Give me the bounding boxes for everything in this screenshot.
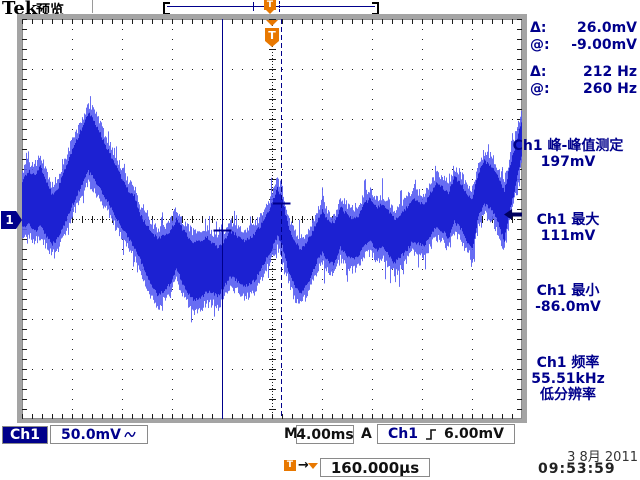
trigger-level-value: 6.00mV [444, 426, 504, 442]
date-label: 3 8月 2011 [567, 450, 638, 465]
measurement-min: Ch1 最小 -86.0mV [496, 283, 640, 315]
waveform-core-layer [22, 112, 522, 302]
cursor-at-voltage: -9.00mV [571, 37, 637, 53]
trigger-level-arrow [504, 209, 522, 220]
trigger-position-icon: T [284, 460, 296, 471]
acquisition-label: A [361, 426, 372, 442]
at-icon: @: [530, 81, 550, 97]
measurement-value: 55.51kHz [531, 371, 605, 387]
time-label: 09:53:59 [538, 461, 616, 477]
cursor-delta-voltage-row: Δ: 26.0mV [530, 20, 637, 37]
measurement-value: 111mV [540, 228, 596, 244]
graticule: T [22, 19, 522, 419]
delta-icon: Δ: [530, 64, 547, 80]
record-bar-cursor1-tick [253, 2, 254, 11]
measurement-title: Ch1 频率 [536, 355, 600, 371]
measurement-title: Ch1 峰-峰值测定 [512, 138, 624, 154]
measurement-note: 低分辨率 [540, 387, 596, 403]
cursor-delta-voltage: 26.0mV [577, 20, 637, 36]
measurement-pk2pk: Ch1 峰-峰值测定 197mV [496, 138, 640, 170]
at-icon: @: [530, 37, 550, 53]
ch1-scale-value: 50.0mV [61, 426, 121, 443]
cursor-delta-frequency-row: Δ: 212 Hz [530, 64, 637, 81]
trigger-position-icon: T [264, 0, 276, 14]
ch1-ground-marker: 1 [1, 211, 22, 229]
timebase-readout: 4.00ms [296, 425, 354, 444]
ac-coupling-icon [124, 431, 136, 438]
trigger-position-flag: T [265, 20, 279, 47]
header-divider [92, 0, 93, 13]
ch1-channel-badge: Ch1 [2, 426, 48, 444]
measurement-frequency: Ch1 频率 55.51kHz 低分辨率 [496, 355, 640, 403]
triangle-down-icon [308, 463, 318, 469]
cursor-delta-frequency: 212 Hz [583, 64, 637, 80]
rising-edge-icon [426, 428, 436, 440]
measurement-value: -86.0mV [535, 299, 601, 315]
cursor-at-frequency-row: @: 260 Hz [530, 81, 637, 98]
record-bar-cursor2-tick [279, 1, 280, 12]
trigger-source: Ch1 [388, 426, 418, 442]
timebase-label: M [284, 426, 298, 442]
record-view-bar: T [163, 0, 379, 15]
trigger-flag-letter: T [268, 29, 276, 42]
measurement-value: 197mV [540, 154, 596, 170]
measurement-title: Ch1 最小 [536, 283, 600, 299]
cursor-layer [213, 19, 291, 419]
ch1-scale-readout: 50.0mV [50, 425, 148, 444]
right-arrow-icon: → [298, 458, 309, 473]
cursor-at-frequency: 260 Hz [583, 81, 637, 97]
measurement-max: Ch1 最大 111mV [496, 212, 640, 244]
cursor-readouts: Δ: 26.0mV @: -9.00mV Δ: 212 Hz @: 260 Hz [530, 20, 637, 98]
measurement-title: Ch1 最大 [536, 212, 600, 228]
trigger-readout: Ch1 6.00mV [377, 424, 515, 444]
cursor-at-voltage-row: @: -9.00mV [530, 37, 637, 54]
trigger-position-readout: 160.000µs [320, 458, 430, 477]
delta-icon: Δ: [530, 20, 547, 36]
